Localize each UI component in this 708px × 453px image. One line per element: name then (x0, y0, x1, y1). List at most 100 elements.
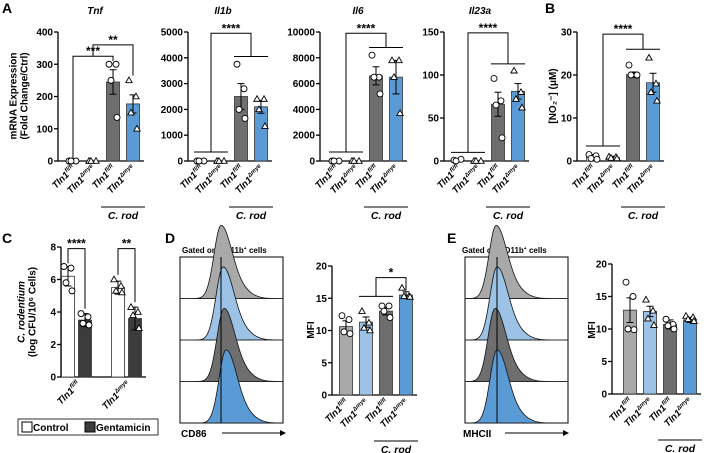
data-point (398, 283, 406, 291)
significance-stars: ** (122, 237, 132, 251)
data-point (512, 94, 520, 102)
y-axis-label: (Fold Change/Ctrl) (20, 52, 31, 139)
x-tick-label-sup: Δmye (206, 163, 223, 180)
data-point (195, 157, 203, 165)
data-point (87, 156, 95, 164)
data-point (690, 316, 698, 324)
x-tick-label-sup: Δmye (341, 163, 358, 180)
y-tick-label: 50 (428, 114, 440, 125)
significance-bracket (117, 248, 136, 303)
y-tick-label: 300 (36, 60, 53, 71)
y-axis-label: [NO₂⁻] (μM) (548, 68, 559, 123)
significance-stars: **** (479, 21, 498, 35)
y-tick-label: 5000 (161, 28, 184, 39)
y-tick-label: 20 (596, 260, 608, 271)
legend: Control Gentamicin (17, 418, 159, 436)
y-tick-label: 0 (47, 157, 53, 168)
data-point (338, 312, 346, 320)
data-point (396, 109, 404, 117)
group-label: C. rod (493, 210, 524, 222)
histogram-mhcii (464, 224, 569, 424)
data-point (235, 105, 243, 113)
data-point (132, 92, 140, 100)
x-tick-label-sup: Δmye (78, 163, 95, 180)
x-tick-label-sup: fl/fl (327, 163, 338, 174)
y-tick-label: 10000 (287, 28, 315, 39)
chart-title: Il23a (469, 6, 492, 17)
data-point (613, 154, 621, 162)
data-point (593, 155, 601, 163)
data-point (360, 323, 368, 331)
x-tick-label-sup: Δmye (463, 163, 480, 180)
y-axis-label: C. rodentium (17, 281, 28, 343)
data-point (133, 124, 141, 132)
data-point (587, 154, 595, 162)
data-point (79, 319, 87, 327)
data-point (215, 156, 223, 164)
data-point (395, 56, 403, 64)
y-tick-label: 0 (309, 157, 315, 168)
data-point (376, 90, 384, 98)
group-label: C. rod (628, 210, 659, 222)
histogram-trace (464, 266, 568, 341)
x-tick-label-sup: fl/fl (367, 163, 378, 174)
gated-label-suffix: cells (527, 246, 548, 255)
histogram-cd86 (179, 224, 284, 424)
data-point (627, 71, 635, 79)
chart-crod: 0 2 4 6 8 C. rodentium (log CFU/10⁶ Cells) Tln1… (17, 237, 146, 412)
data-point (113, 114, 121, 121)
panel-label-d: D (165, 230, 175, 246)
data-point (662, 315, 670, 323)
histogram-trace (464, 224, 568, 299)
significance-stars: * (389, 266, 394, 280)
x-tick-label-sup: Δmye (381, 163, 398, 180)
x-tick-label-sup: fl/fl (232, 163, 243, 174)
significance-bracket (375, 277, 407, 297)
data-point (105, 60, 113, 68)
y-tick-label: 10 (561, 114, 573, 125)
axis-arrow-e (505, 430, 569, 436)
x-tick-label-sup: fl/fl (192, 163, 203, 174)
y-tick-label: 2000 (293, 131, 316, 142)
y-tick-label: 3000 (161, 79, 184, 90)
chart-il1b: Il1b010002000300040005000Tln1fl/flTln1Δm… (161, 6, 273, 222)
data-point (77, 310, 85, 318)
y-axis-label: mRNA Expression (9, 53, 20, 140)
data-point (261, 121, 269, 129)
data-point (112, 60, 120, 68)
y-tick-label: 20 (561, 71, 573, 82)
data-point (135, 324, 143, 331)
panel-label-a: A (2, 0, 12, 16)
significance-stars: **** (222, 21, 241, 35)
x-tick-label-sup: fl/fl (377, 397, 388, 408)
x-tick-label-sup: fl/fl (624, 163, 635, 174)
histogram-trace (180, 349, 284, 424)
significance-bracket (602, 33, 644, 146)
legend-swatch-gentamicin (84, 421, 96, 433)
x-tick-label-sup: fl/fl (64, 163, 75, 174)
data-point (67, 264, 75, 272)
y-tick-label: 2000 (161, 105, 184, 116)
gated-label-sup: + (524, 246, 527, 252)
significance-stars: **** (67, 237, 86, 251)
data-point (645, 53, 653, 61)
bar (379, 310, 393, 396)
data-point (653, 96, 661, 104)
gated-label-d: Gated on CD11b+ cells (182, 246, 267, 255)
significance-bracket (210, 32, 252, 152)
data-point (350, 156, 358, 164)
y-tick-label: 20 (316, 262, 328, 273)
data-point (118, 288, 126, 296)
x-tick-label-sup: Δmye (675, 396, 692, 413)
bar (683, 319, 697, 395)
x-tick-label: Tln1Δmye (100, 379, 133, 412)
data-point (365, 318, 373, 326)
data-point (400, 292, 408, 300)
data-point (260, 94, 268, 102)
data-point (518, 103, 526, 111)
x-tick-label-sup: fl/fl (489, 163, 500, 174)
data-point (368, 51, 376, 59)
x-tick-label-sup: fl/fl (449, 163, 460, 174)
data-point (85, 321, 93, 329)
